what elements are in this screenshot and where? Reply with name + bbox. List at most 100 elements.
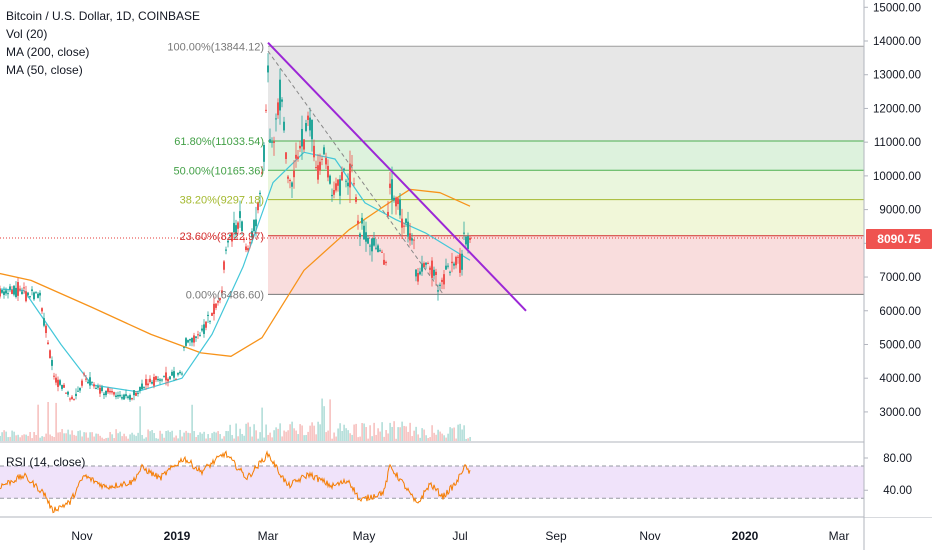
volume-bar <box>15 435 17 441</box>
candle-body <box>117 394 119 397</box>
candle-body <box>231 232 233 242</box>
volume-bar <box>337 428 339 441</box>
legend-ma200[interactable]: MA (200, close) <box>6 45 90 59</box>
candle-body <box>401 218 403 228</box>
candle-body <box>119 394 121 397</box>
price-axis-bg <box>864 0 932 517</box>
candle-body <box>23 287 25 289</box>
candle-body <box>151 381 153 384</box>
volume-bar <box>257 438 259 441</box>
legend-volume[interactable]: Vol (20) <box>6 27 48 41</box>
candle-body <box>417 273 419 282</box>
candle-body <box>295 154 297 159</box>
volume-bar <box>63 433 65 441</box>
candle-body <box>459 253 461 273</box>
candle-body <box>235 225 237 235</box>
x-tick-label: May <box>353 529 376 543</box>
volume-bar <box>131 432 133 441</box>
volume-bar <box>189 433 191 441</box>
legend-ma50[interactable]: MA (50, close) <box>6 63 83 77</box>
fib-level-label: 23.60%(8222.97) <box>180 231 264 243</box>
volume-bar <box>61 429 63 441</box>
candle-body <box>89 377 91 386</box>
volume-bar <box>221 438 223 441</box>
candle-body <box>243 238 245 240</box>
candle-body <box>225 249 227 251</box>
volume-bar <box>443 435 445 441</box>
candle-body <box>131 398 133 400</box>
candle-body <box>111 391 113 393</box>
volume-bar <box>167 430 169 441</box>
candle-body <box>455 256 457 266</box>
volume-bar <box>343 424 345 441</box>
x-tick-label: 2020 <box>732 529 759 543</box>
candle-body <box>299 145 301 149</box>
volume-bar <box>455 438 457 441</box>
candle-body <box>145 379 147 386</box>
candle-body <box>205 321 207 328</box>
volume-bar <box>211 433 213 441</box>
candle-body <box>49 350 51 359</box>
volume-bar <box>331 438 333 441</box>
candle-body <box>249 242 251 244</box>
candle-body <box>239 211 241 218</box>
candle-body <box>35 292 37 294</box>
volume-bar <box>99 435 101 441</box>
candle-body <box>385 261 387 263</box>
volume-bar <box>453 427 455 441</box>
volume-bar <box>447 433 449 441</box>
volume-bar <box>21 435 23 441</box>
candle-body <box>261 172 263 174</box>
fib-level-label: 50.00%(10165.36) <box>173 165 264 177</box>
candle-body <box>21 291 23 295</box>
candle-body <box>141 383 143 390</box>
candle-body <box>265 109 267 111</box>
volume-bar <box>93 436 95 441</box>
candle-body <box>53 375 55 377</box>
volume-bar <box>47 402 49 441</box>
volume-bar <box>351 434 353 441</box>
volume-bar <box>291 421 293 441</box>
volume-bar <box>207 434 209 441</box>
y-tick-label: 5000.00 <box>879 339 921 351</box>
volume-bar <box>25 434 27 441</box>
volume-bar <box>425 435 427 441</box>
candle-body <box>55 377 57 383</box>
candle-body <box>209 320 211 322</box>
candle-body <box>309 117 311 131</box>
volume-bar <box>255 430 257 441</box>
candle-body <box>7 293 9 295</box>
volume-bar <box>251 436 253 441</box>
volume-bar <box>111 434 113 441</box>
candle-body <box>427 263 429 265</box>
volume-bar <box>469 436 471 441</box>
candle-body <box>105 390 107 396</box>
candle-body <box>397 198 399 205</box>
volume-bar <box>133 434 135 441</box>
candle-body <box>163 375 165 377</box>
candle-body <box>57 379 59 387</box>
candle-body <box>161 379 163 381</box>
candle-body <box>431 260 433 278</box>
candle-body <box>303 139 305 150</box>
volume-bar <box>137 432 139 441</box>
volume-bar <box>271 437 273 441</box>
candle-body <box>325 157 327 165</box>
volume-bar <box>263 437 265 441</box>
candle-body <box>223 261 225 270</box>
candle-body <box>0 288 1 297</box>
volume-bar <box>39 437 41 441</box>
volume-bar <box>325 432 327 441</box>
volume-bar <box>225 430 227 441</box>
candle-body <box>125 394 127 397</box>
candle-body <box>135 392 137 396</box>
volume-bar <box>371 436 373 441</box>
volume-bar <box>339 423 341 441</box>
volume-bar <box>101 437 103 441</box>
candle-body <box>465 236 467 245</box>
volume-bar <box>113 438 115 441</box>
candle-body <box>237 222 239 229</box>
volume-bar <box>305 434 307 441</box>
candle-body <box>411 238 413 241</box>
